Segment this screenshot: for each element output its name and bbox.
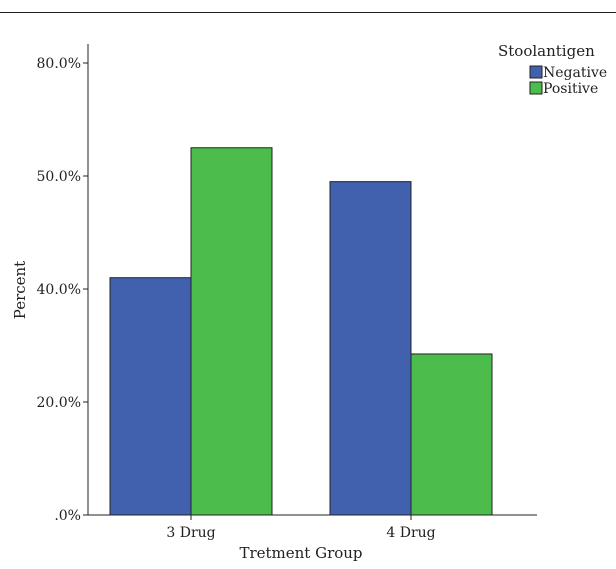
x-tick-label: 4 Drug (386, 525, 435, 541)
y-axis-label: Percent (11, 261, 29, 319)
y-tick-label: 20.0% (37, 395, 81, 411)
bar-positive-1 (190, 147, 273, 516)
x-axis-label: Tretment Group (239, 544, 362, 562)
top-rule (0, 12, 616, 13)
x-ticks: 3 Drug 4 Drug (166, 515, 436, 541)
y-tick-label: 50.0% (37, 169, 81, 185)
bar-positive-2 (410, 353, 493, 516)
legend-label-negative: Negative (543, 65, 607, 81)
x-tick-label: 3 Drug (166, 525, 215, 541)
legend-label-positive: Positive (543, 81, 598, 97)
legend-swatch-negative (529, 65, 543, 79)
bars (109, 147, 493, 516)
y-tick-label: .0% (54, 508, 81, 524)
bar-negative-2 (329, 181, 412, 516)
bar-negative-1 (109, 277, 192, 516)
legend-title: Stoolantigen (498, 42, 595, 60)
y-tick-label: 80.0% (37, 56, 81, 72)
y-ticks: .0% 20.0% 40.0% 50.0% 80.0% (37, 56, 88, 524)
legend-swatch-positive (529, 81, 543, 95)
y-tick-label: 40.0% (37, 282, 81, 298)
